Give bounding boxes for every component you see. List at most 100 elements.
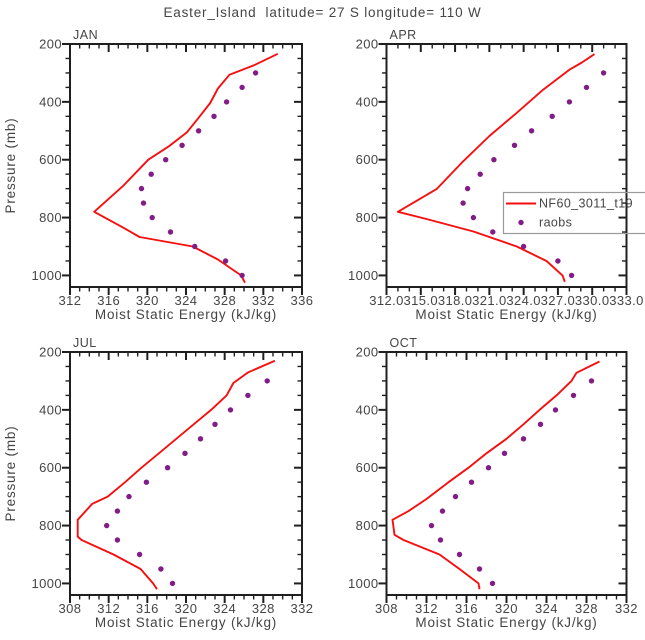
raobs-point (195, 128, 202, 134)
x-tick-label: 312 (97, 601, 120, 616)
raobs-point (223, 99, 230, 105)
panel-month-label: APR (390, 28, 417, 42)
y-tick-label: 800 (356, 518, 379, 533)
x-tick-label: 316 (136, 601, 159, 616)
x-axis-title: Moist Static Energy (kJ/kg) (95, 307, 277, 322)
panel-month-label: JUL (73, 336, 97, 350)
y-tick-label: 600 (39, 152, 62, 167)
plot-frame (385, 43, 628, 288)
y-tick-label: 600 (356, 460, 379, 475)
y-tick-label: 1000 (31, 268, 62, 283)
raobs-point (452, 493, 459, 500)
x-tick-label: 316 (455, 601, 478, 616)
y-tick-label: 1000 (348, 576, 379, 591)
x-axis-title: Moist Static Energy (kJ/kg) (95, 615, 277, 630)
raobs-point (485, 465, 492, 471)
raobs-point (476, 566, 483, 572)
y-axis-title: Pressure (mb) (3, 118, 18, 214)
x-tick-label: 315.0 (404, 293, 439, 308)
x-tick-label: 328 (575, 601, 598, 616)
raobs-point (437, 537, 444, 543)
x-tick-label: 316 (97, 293, 120, 308)
x-tick-label: 324 (535, 601, 558, 616)
raobs-point (570, 392, 577, 399)
y-tick-label: 200 (39, 345, 62, 360)
panel-oct: OCT 308 312 316 320 324 328 332 200 400 600 800 1000… (348, 336, 638, 630)
plot-frame (385, 351, 628, 596)
raobs-point (148, 171, 154, 177)
raobs-point (239, 272, 245, 279)
raobs-point (490, 229, 496, 235)
x-tick-label: 312 (415, 601, 438, 616)
plot-frame (69, 351, 303, 596)
raobs-point (470, 214, 477, 221)
raobs-point (197, 436, 204, 442)
model-line (76, 359, 276, 590)
raobs-point (460, 200, 466, 206)
raobs-point (520, 243, 527, 250)
raobs-point (245, 392, 251, 399)
legend-box (502, 191, 645, 235)
raobs-point (468, 479, 475, 485)
panel-month-label: JAN (73, 28, 98, 42)
y-tick-label: 400 (356, 402, 379, 417)
raobs-point (477, 171, 483, 177)
x-tick-label: 324.0 (506, 293, 541, 308)
y-tick-label: 800 (356, 210, 379, 225)
raobs-point (491, 157, 497, 163)
panel-jan: JAN 312 316 320 324 328 332 336 200 400 600 800 1000… (3, 28, 313, 322)
x-tick-label: 320 (495, 601, 518, 616)
raobs-point (114, 508, 121, 514)
panel-month-label: OCT (390, 336, 418, 350)
raobs-point (222, 258, 229, 264)
raobs-point (182, 450, 188, 456)
y-tick-label: 400 (356, 94, 379, 109)
raobs-point (520, 436, 527, 442)
raobs-point (464, 185, 471, 192)
raobs-point (252, 70, 259, 76)
raobs-point (212, 421, 218, 427)
raobs-point (264, 378, 270, 384)
raobs-point (179, 142, 185, 148)
legend-line-label: NF60_3011_t19 (539, 197, 633, 211)
plot-frame (69, 43, 303, 288)
y-tick-label: 200 (356, 345, 379, 360)
model-line (93, 52, 279, 284)
raobs-point (158, 566, 164, 572)
y-tick-label: 1000 (31, 576, 62, 591)
y-tick-label: 800 (39, 210, 62, 225)
x-tick-label: 324 (175, 293, 198, 308)
y-tick-label: 600 (39, 460, 62, 475)
raobs-point (143, 479, 150, 485)
raobs-point (114, 537, 121, 543)
raobs-point (163, 157, 169, 163)
x-tick-label: 332 (615, 601, 638, 616)
y-tick-label: 400 (39, 94, 62, 109)
y-tick-label: 200 (39, 37, 62, 52)
legend-dot-label: raobs (539, 216, 572, 230)
raobs-point (528, 128, 535, 134)
panel-apr: APR 312.0 315.0 318.0 321.0 324.0 327.0 330.0 33… (348, 28, 643, 322)
raobs-point (227, 407, 234, 413)
raobs-point (549, 113, 555, 120)
x-tick-label: 308 (59, 601, 82, 616)
x-tick-label: 320 (136, 293, 159, 308)
x-tick-label: 324 (213, 601, 236, 616)
y-tick-label: 1000 (348, 268, 379, 283)
raobs-point (428, 522, 435, 529)
x-tick-label: 328 (213, 293, 236, 308)
raobs-point (511, 142, 518, 148)
x-tick-label: 320 (175, 601, 198, 616)
model-line (396, 53, 596, 283)
raobs-point (239, 84, 245, 91)
model-line (391, 360, 600, 590)
x-tick-label: 332 (252, 293, 275, 308)
y-tick-label: 800 (39, 518, 62, 533)
raobs-point (104, 522, 110, 529)
raobs-point (192, 243, 198, 250)
x-tick-label: 321.0 (472, 293, 507, 308)
raobs-point (149, 214, 155, 221)
raobs-point (583, 84, 590, 91)
